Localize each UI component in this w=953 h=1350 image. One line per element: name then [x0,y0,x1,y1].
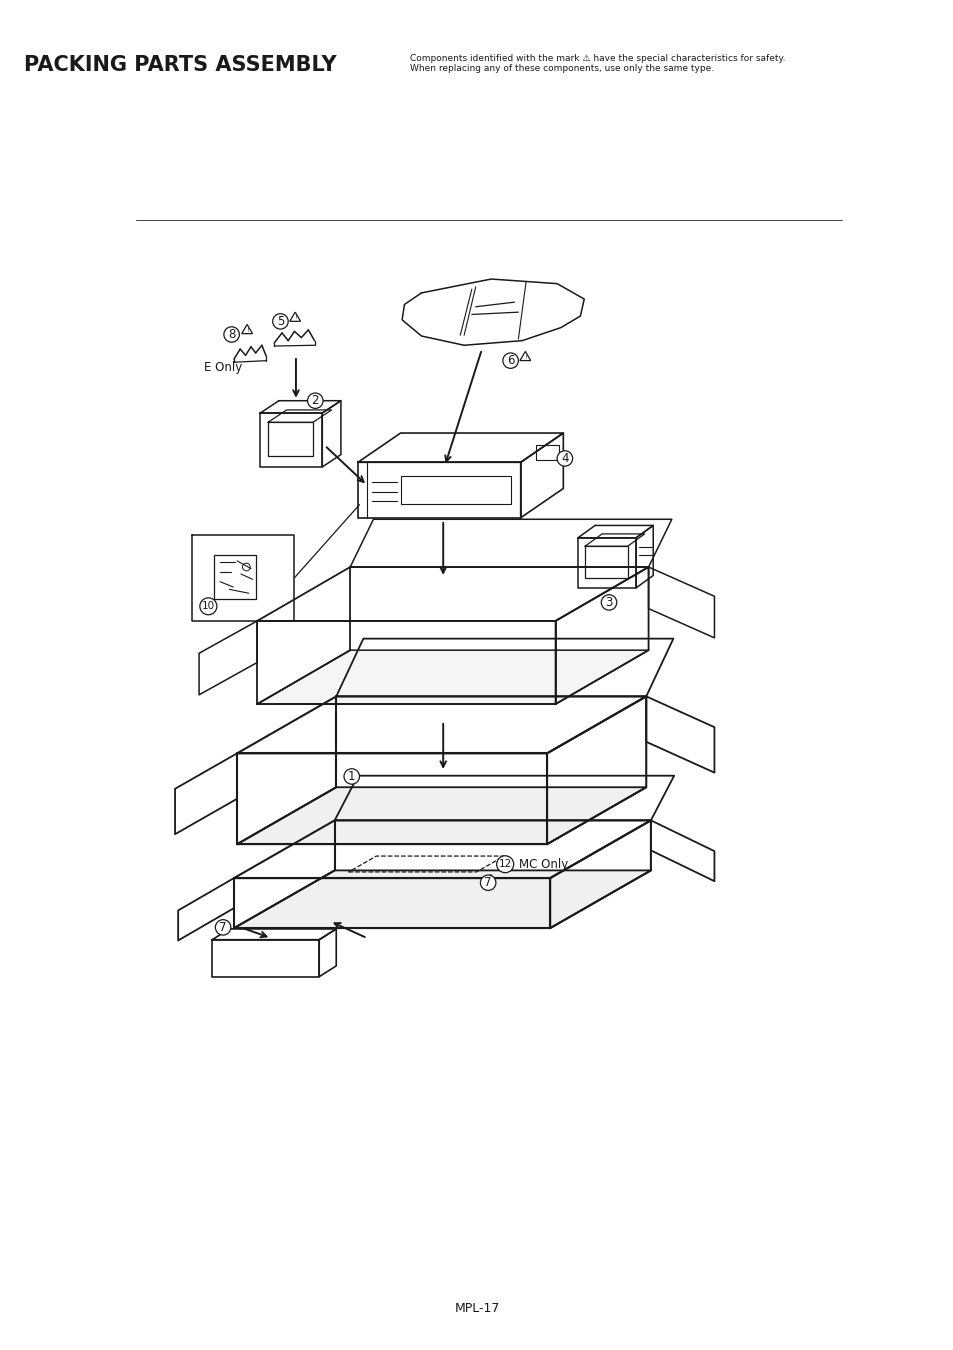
Text: 7: 7 [484,876,492,890]
Polygon shape [578,525,653,537]
Circle shape [224,327,239,342]
Text: PACKING PARTS ASSEMBLY: PACKING PARTS ASSEMBLY [24,55,336,76]
Polygon shape [636,525,653,587]
Text: 10: 10 [202,601,214,612]
Text: E Only: E Only [204,362,242,374]
Text: 7: 7 [219,921,227,934]
Text: 1: 1 [348,769,355,783]
Text: 8: 8 [228,328,235,342]
Circle shape [199,598,216,614]
Polygon shape [578,537,636,587]
Polygon shape [257,651,648,705]
Circle shape [307,393,323,409]
Text: !: ! [246,328,248,332]
Text: !: ! [294,316,296,320]
Circle shape [502,352,517,369]
Text: 4: 4 [560,452,568,464]
Polygon shape [233,871,650,929]
Text: MC Only: MC Only [518,857,568,871]
Polygon shape [260,401,340,413]
Circle shape [344,768,359,784]
Polygon shape [357,462,520,518]
Circle shape [273,313,288,329]
Text: Components identified with the mark ⚠ have the special characteristics for safet: Components identified with the mark ⚠ ha… [410,54,785,73]
Polygon shape [520,433,562,518]
Text: 2: 2 [312,394,318,408]
Circle shape [557,451,572,466]
Text: !: ! [523,355,526,359]
Text: 6: 6 [506,354,514,367]
Text: 3: 3 [605,595,612,609]
Polygon shape [357,433,562,462]
Polygon shape [236,787,645,844]
Text: 5: 5 [276,315,284,328]
Polygon shape [260,413,322,467]
Polygon shape [322,401,340,467]
Circle shape [497,856,513,872]
Circle shape [600,595,617,610]
Polygon shape [192,535,294,621]
Text: 12: 12 [498,859,512,869]
Circle shape [480,875,496,891]
Circle shape [215,919,231,936]
Text: MPL-17: MPL-17 [454,1303,499,1315]
